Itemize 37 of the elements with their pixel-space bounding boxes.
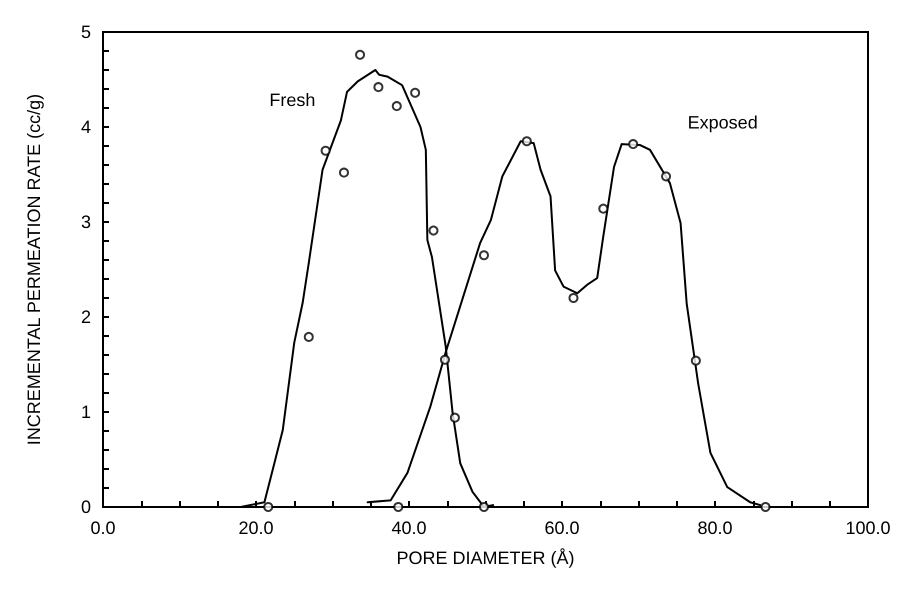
point [304,332,314,342]
point [478,250,489,260]
y-tick-label: 3 [80,212,91,232]
point [440,354,450,365]
x-axis-title: PORE DIAMETER (Å) [396,548,575,568]
y-tick-label: 5 [80,22,91,42]
x-tick-label: 60.0 [544,518,580,538]
y-tick-label: 0 [80,497,91,517]
x-tick-label: 0.0 [90,518,116,538]
point [522,136,532,146]
point [393,502,404,512]
x-tick-label: 20.0 [238,518,274,538]
point [661,171,672,182]
point [355,50,366,60]
point [392,101,402,112]
point [428,226,438,236]
point [450,412,460,423]
y-tick-label: 2 [80,307,91,327]
y-tick-label: 4 [80,117,91,137]
point [373,82,384,92]
point [568,293,578,303]
y-tick-label: 1 [80,402,91,422]
point [263,502,274,512]
text: Exposed [688,112,758,132]
point [760,502,770,512]
point [478,502,489,512]
point [628,139,638,150]
point [338,168,349,178]
x-tick-label: 100.0 [845,518,891,538]
x-tick-label: 80.0 [697,518,733,538]
point [320,146,331,156]
series-label: Fresh [269,90,316,110]
point [690,356,701,366]
point [410,88,420,98]
point [598,204,608,214]
x-tick-label: 40.0 [391,518,427,538]
y-axis-title: INCREMENTAL PERMEATION RATE (cc/g) [24,94,44,446]
